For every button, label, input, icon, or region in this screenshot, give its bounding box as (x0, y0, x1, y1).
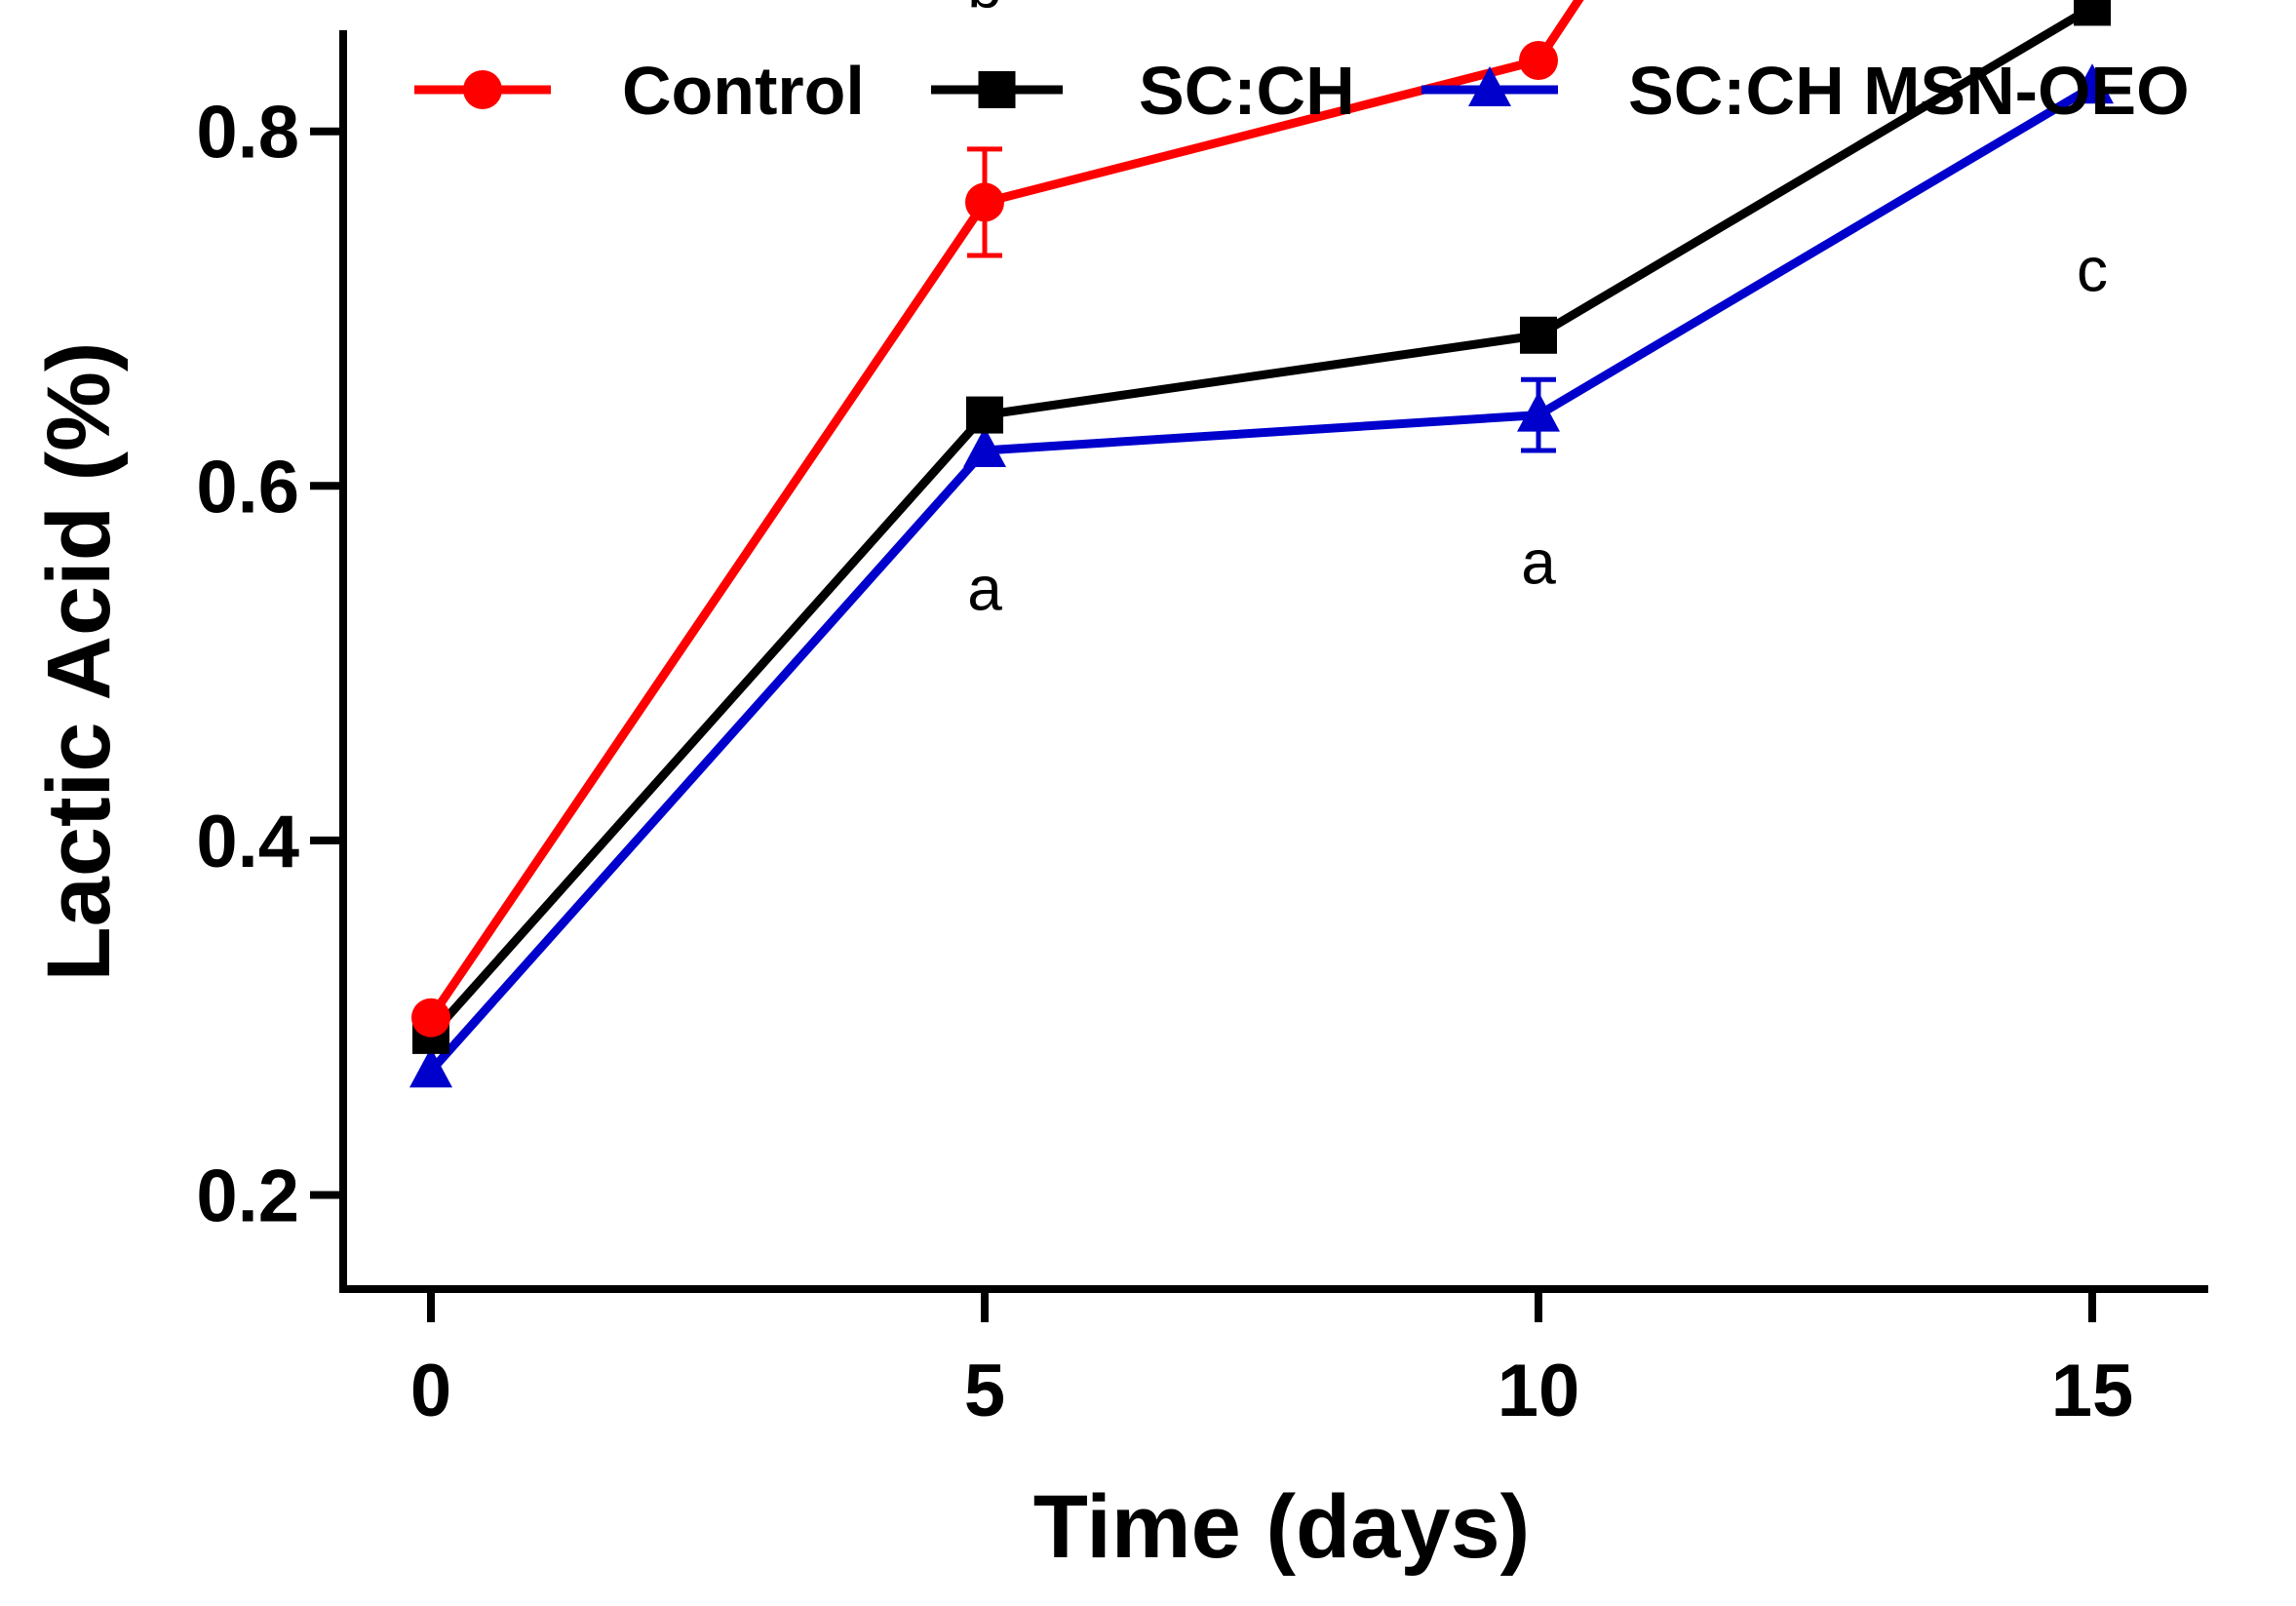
data-point (1519, 40, 1558, 80)
series-control (411, 0, 1584, 1038)
legend-item-control: Control (414, 53, 865, 129)
x-tick-label: 0 (410, 1350, 451, 1432)
data-point (965, 182, 1004, 222)
significance-letters: babadc (967, 0, 2108, 624)
series-line (427, 3, 2095, 1038)
legend-marker (978, 71, 1016, 108)
legend-item-sc-ch: SC:CH (931, 53, 1355, 129)
series-sc-ch (412, 0, 2111, 1054)
legend-label: SC:CH MSN-OEO (1628, 53, 2190, 129)
significance-letter: b (967, 0, 1002, 20)
legend-label: Control (622, 53, 865, 129)
data-point (411, 998, 450, 1038)
x-axis-title: Time (days) (1033, 1477, 1531, 1577)
legend-marker (1468, 66, 1511, 106)
x-tick-label: 10 (1498, 1350, 1580, 1432)
legend-item-sc-ch-msn-oeo: SC:CH MSN-OEO (1421, 53, 2190, 129)
series-line (427, 83, 2095, 1075)
data-point (409, 1047, 452, 1088)
x-tick-label: 5 (964, 1350, 1005, 1432)
data-point (2074, 0, 2111, 26)
data-point (1520, 316, 1557, 354)
axes: 0.20.40.60.81.01.21.4051015 (196, 30, 2208, 1432)
data-point (966, 396, 1003, 434)
series-sc-ch-msn-oeo (409, 63, 2114, 1088)
y-tick-label: 0.4 (196, 801, 299, 883)
significance-letter: a (967, 554, 1002, 624)
y-tick-label: 0.2 (196, 1156, 299, 1238)
legend-marker (463, 70, 502, 109)
series-line (427, 0, 1584, 1021)
significance-letter: a (1521, 527, 1556, 597)
legend: Control SC:CH SC:CH MSN-OEO (414, 53, 2190, 129)
plot-area (409, 0, 2114, 1088)
y-tick-label: 0.6 (196, 446, 299, 529)
significance-letter: c (2077, 234, 2108, 304)
x-tick-label: 15 (2051, 1350, 2134, 1432)
legend-label: SC:CH (1139, 53, 1355, 129)
data-point (963, 426, 1006, 467)
data-point (2071, 63, 2114, 104)
y-tick-label: 0.8 (196, 92, 299, 175)
y-axis-title: Lactic Acid (%) (29, 341, 129, 981)
data-point (1517, 391, 1560, 432)
